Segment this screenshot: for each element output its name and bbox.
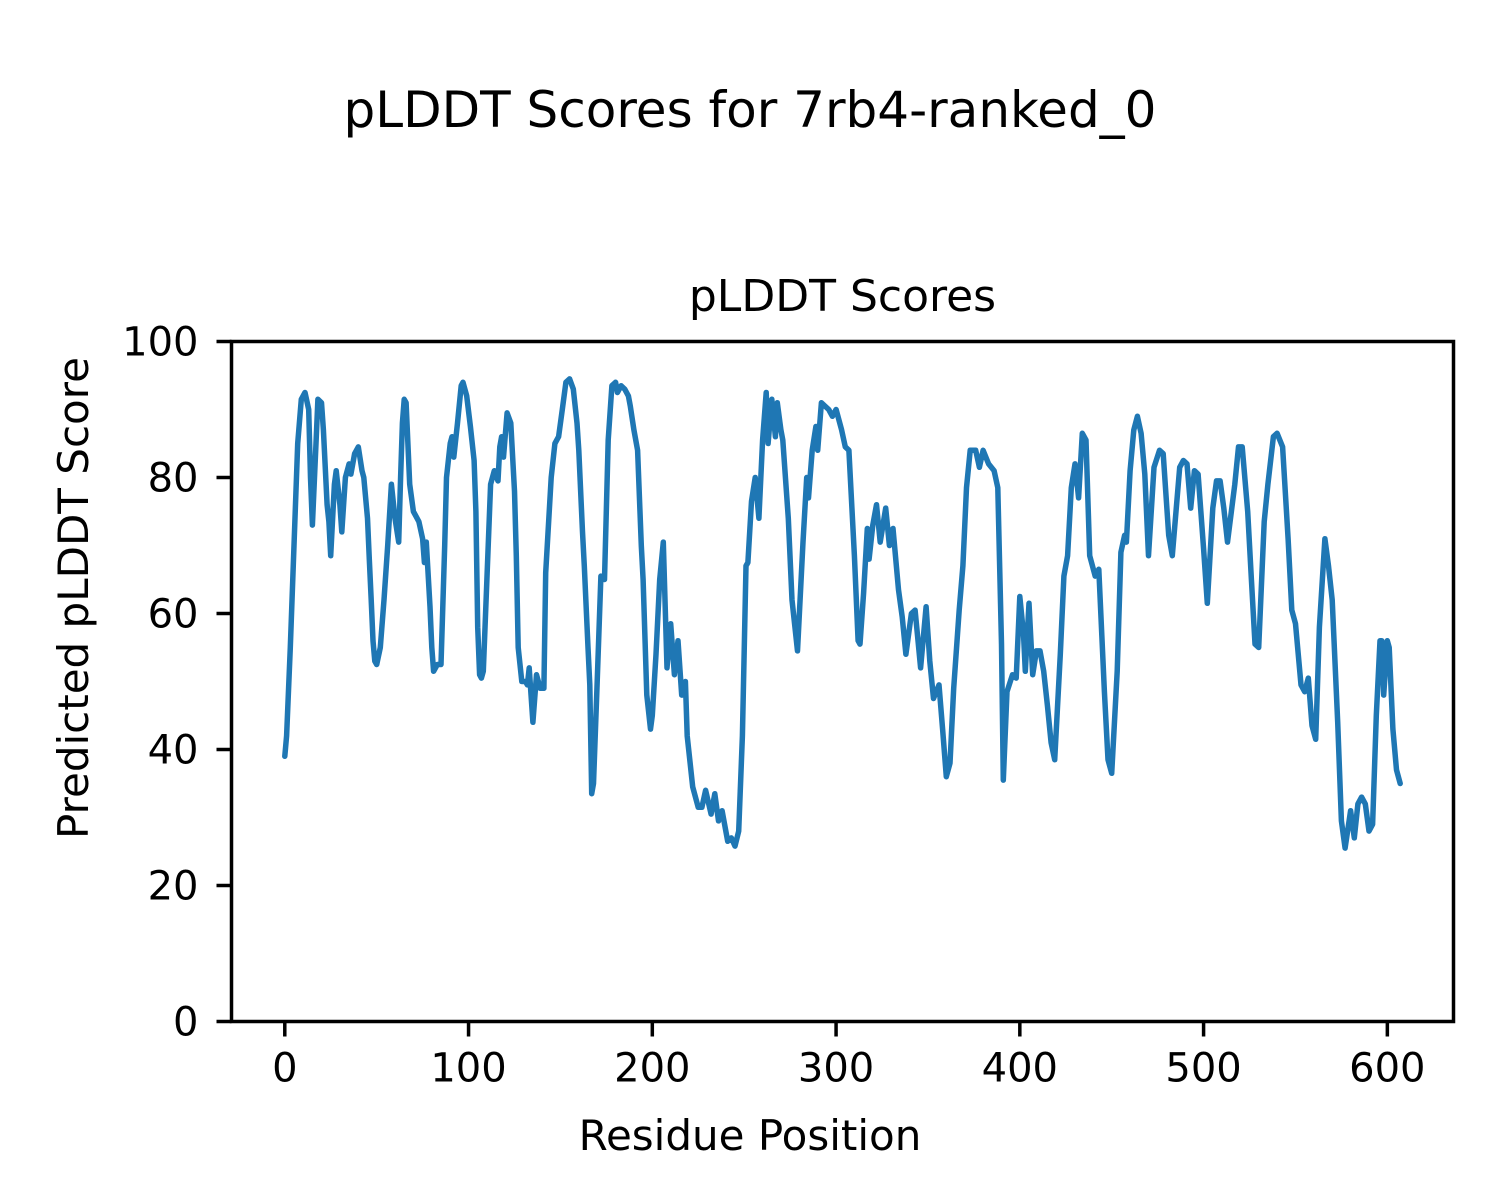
x-tick-label: 200 <box>614 1046 690 1092</box>
figure-title: pLDDT Scores for 7rb4-ranked_0 <box>343 81 1157 139</box>
y-tick-label: 60 <box>148 592 199 638</box>
y-tick-label: 40 <box>148 728 199 774</box>
axes-title: pLDDT Scores <box>688 271 997 322</box>
x-tick-label: 400 <box>982 1046 1058 1092</box>
x-tick-label: 0 <box>272 1046 297 1092</box>
y-tick-label: 80 <box>148 456 199 502</box>
y-tick-label: 100 <box>122 320 198 366</box>
x-tick-label: 100 <box>430 1046 506 1092</box>
plddt-line <box>282 376 1403 851</box>
y-tick-label: 20 <box>148 864 199 910</box>
x-tick-label: 600 <box>1349 1046 1425 1092</box>
x-tick-label: 300 <box>798 1046 874 1092</box>
y-tick-label: 0 <box>173 1000 198 1046</box>
axes-frame <box>229 339 1456 1024</box>
x-tick-label: 500 <box>1165 1046 1241 1092</box>
x-axis-label: Residue Position <box>578 1111 922 1160</box>
